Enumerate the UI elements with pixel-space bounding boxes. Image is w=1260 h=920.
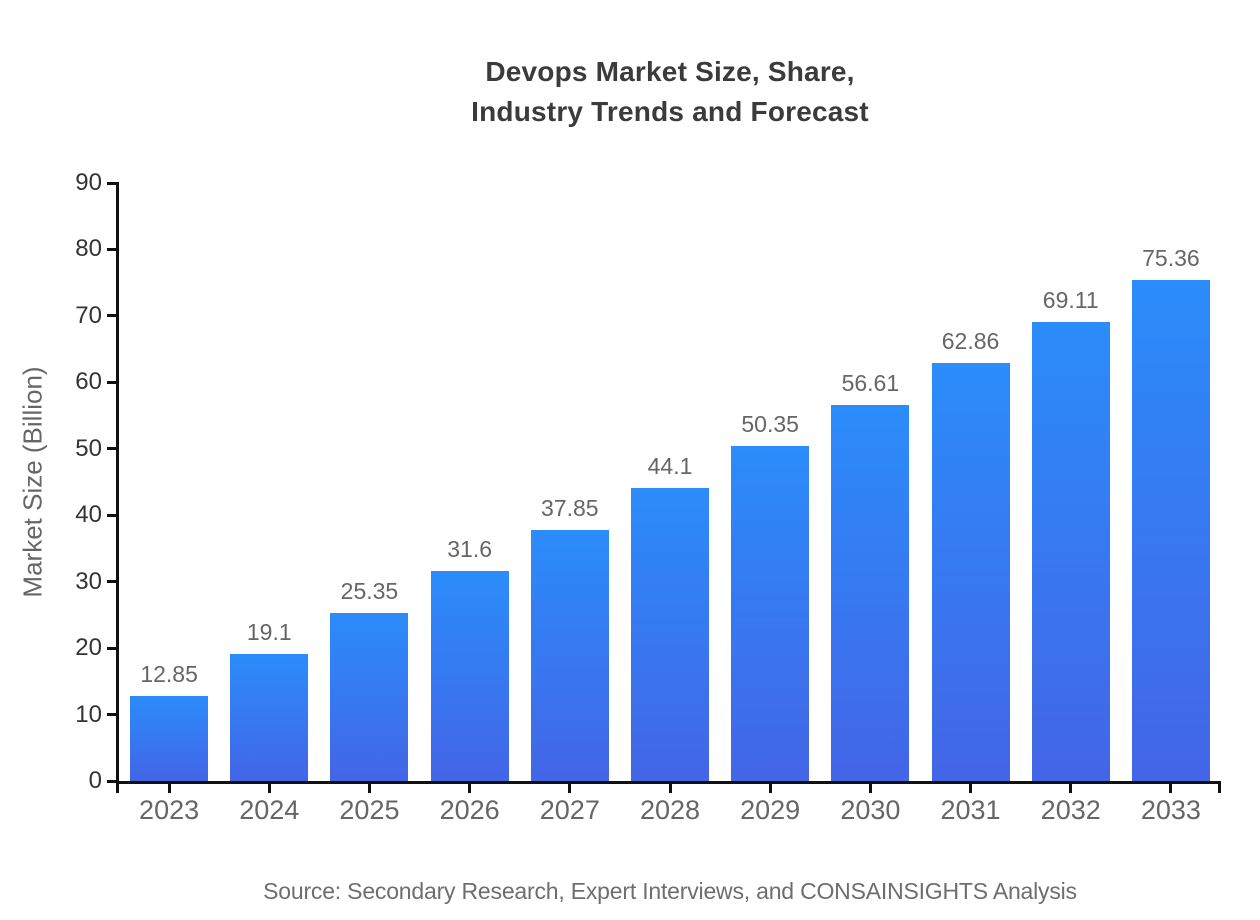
y-axis-line — [116, 182, 119, 781]
bar-value-label: 25.35 — [340, 577, 399, 604]
x-tick-mark — [367, 784, 371, 793]
bar — [931, 363, 1010, 781]
x-tick-label: 2025 — [339, 795, 400, 825]
y-tick-mark — [107, 713, 116, 717]
y-tick-label: 20 — [75, 634, 102, 662]
chart-title: Devops Market Size, Share, Industry Tren… — [119, 52, 1221, 132]
bar — [330, 612, 409, 781]
bar — [430, 571, 509, 781]
bar — [631, 487, 709, 781]
y-tick-label: 90 — [75, 169, 102, 196]
bar — [1031, 321, 1110, 781]
bar-value-label: 69.11 — [1042, 286, 1099, 313]
bar-value-label: 12.85 — [140, 660, 198, 687]
y-tick-label: 50 — [75, 434, 102, 462]
y-tick-mark — [107, 380, 116, 384]
y-tick-mark — [107, 646, 116, 650]
x-tick-mark — [568, 784, 572, 793]
x-tick-label: 2028 — [639, 795, 701, 825]
y-tick-mark — [107, 779, 116, 783]
x-tick-label: 2032 — [1040, 795, 1101, 825]
bar — [230, 654, 309, 781]
x-tick-mark — [267, 784, 271, 793]
y-tick-mark — [107, 181, 116, 185]
y-tick-label: 30 — [75, 567, 102, 595]
x-tick-mark — [468, 784, 472, 793]
bar-value-label: 56.61 — [841, 369, 900, 396]
chart-title-line1: Devops Market Size, Share, — [485, 56, 855, 87]
x-tick-mark — [668, 784, 672, 793]
x-tick-mark — [969, 784, 973, 793]
x-tick-label: 2033 — [1140, 795, 1201, 825]
x-tick-mark — [1169, 784, 1173, 793]
x-tick-label: 2030 — [840, 795, 901, 825]
y-tick-mark — [107, 314, 116, 318]
x-tick-mark — [768, 784, 772, 793]
bar-value-label: 50.35 — [741, 411, 799, 438]
y-tick-label: 80 — [75, 235, 102, 263]
y-tick-label: 70 — [75, 301, 102, 329]
x-axis-origin-tick — [116, 784, 119, 793]
bar — [1131, 280, 1210, 781]
y-tick-mark — [107, 513, 116, 517]
y-axis-title: Market Size (Billion) — [17, 366, 48, 598]
bar — [130, 695, 209, 781]
x-axis-line — [116, 781, 1221, 784]
chart-title-line2: Industry Trends and Forecast — [471, 96, 869, 127]
bar-value-label: 75.36 — [1142, 245, 1200, 272]
bar — [731, 446, 810, 781]
y-tick-label: 0 — [88, 767, 102, 794]
y-tick-label: 60 — [75, 368, 102, 396]
x-tick-mark — [167, 784, 171, 793]
x-tick-label: 2024 — [239, 795, 300, 825]
y-tick-mark — [107, 580, 116, 584]
x-tick-label: 2023 — [139, 795, 200, 825]
y-tick-label: 10 — [75, 700, 102, 728]
x-tick-label: 2027 — [539, 795, 600, 825]
x-tick-label: 2026 — [439, 795, 500, 825]
bar-value-label: 19.1 — [246, 619, 292, 646]
bar-value-label: 37.85 — [541, 494, 599, 521]
x-tick-mark — [868, 784, 872, 793]
bar-value-label: 44.1 — [647, 452, 693, 479]
x-axis-end-tick — [1218, 784, 1221, 793]
y-tick-label: 40 — [75, 501, 102, 529]
bar — [530, 529, 609, 781]
bar-value-label: 31.6 — [447, 536, 492, 563]
plot-area: 0 10 20 30 40 50 60 70 80 90 12.85 2023 19.1 2024 25.3… — [75, 169, 1221, 825]
x-tick-mark — [1069, 784, 1073, 793]
source-note: Source: Secondary Research, Expert Inter… — [263, 878, 1077, 904]
bar — [831, 404, 910, 781]
y-tick-mark — [107, 247, 116, 251]
x-tick-label: 2031 — [940, 795, 1001, 825]
bar-value-label: 62.86 — [941, 328, 1000, 355]
x-tick-label: 2029 — [740, 795, 801, 825]
y-tick-mark — [107, 447, 116, 451]
